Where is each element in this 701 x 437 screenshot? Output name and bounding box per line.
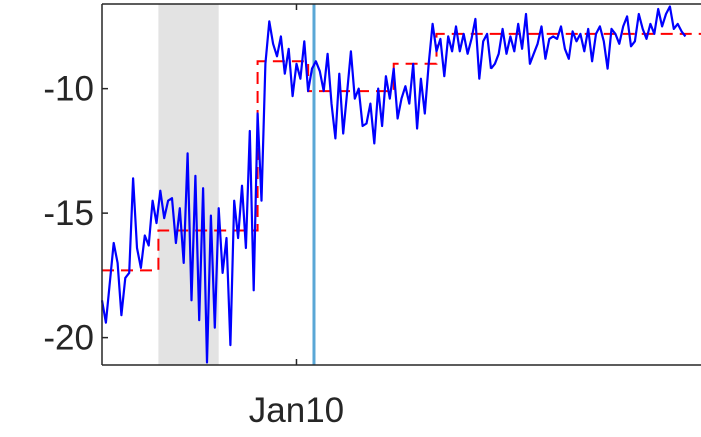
series-blue-line	[100, 5, 687, 364]
x-ticks: Jan10	[249, 4, 344, 430]
y-tick-label: -10	[43, 70, 94, 109]
y-tick-label: -15	[43, 194, 94, 233]
series-line-segment-1	[490, 5, 687, 70]
y-ticks: -10 -15 -20	[43, 70, 108, 358]
step-series-red-dashed	[102, 32, 701, 272]
plot-area	[100, 4, 701, 365]
x-tick-label: Jan10	[249, 391, 344, 430]
step-line	[102, 32, 701, 272]
axes: -10 -15 -20 Jan10	[43, 3, 701, 430]
y-tick-label: -20	[43, 319, 94, 358]
